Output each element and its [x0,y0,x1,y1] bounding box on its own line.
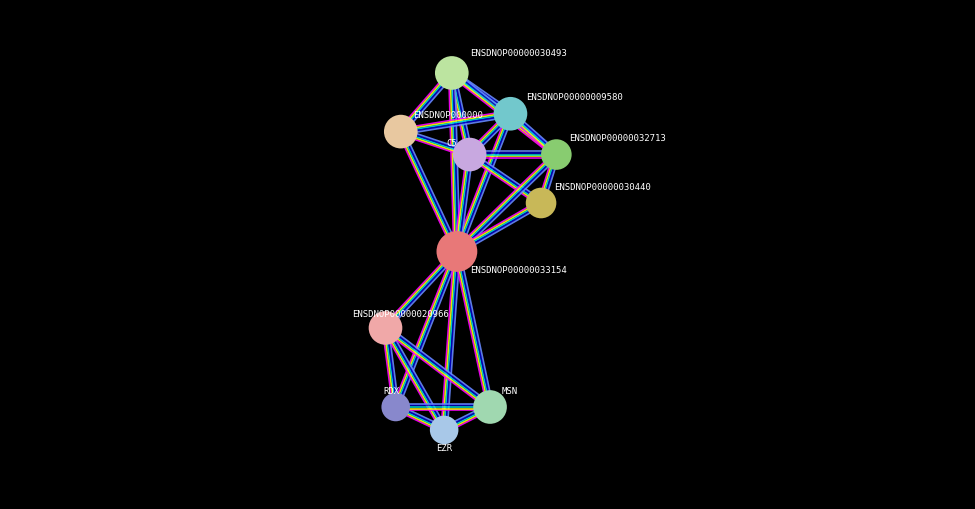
Text: ENSDNOP00000032713: ENSDNOP00000032713 [569,134,666,143]
Text: ENSDNOP00000020966: ENSDNOP00000020966 [352,309,449,319]
Circle shape [526,188,557,219]
Circle shape [473,390,507,424]
Text: C5: C5 [447,139,457,148]
Circle shape [437,232,478,272]
Text: MSN: MSN [502,386,518,395]
Circle shape [384,116,417,149]
Text: RDX: RDX [383,386,399,395]
Circle shape [493,98,527,131]
Circle shape [381,393,410,421]
Text: ENSDNOP00000030493: ENSDNOP00000030493 [470,49,566,58]
Text: ENSDNOP00000033154: ENSDNOP00000033154 [470,265,566,274]
Circle shape [369,312,403,345]
Circle shape [435,57,469,91]
Text: ENSDNOP000000: ENSDNOP000000 [413,111,484,120]
Text: EZR: EZR [437,443,452,453]
Circle shape [452,138,487,172]
Text: ENSDNOP00000030440: ENSDNOP00000030440 [554,182,650,191]
Circle shape [430,416,458,444]
Circle shape [541,140,571,171]
Text: ENSDNOP00000009580: ENSDNOP00000009580 [526,93,622,102]
